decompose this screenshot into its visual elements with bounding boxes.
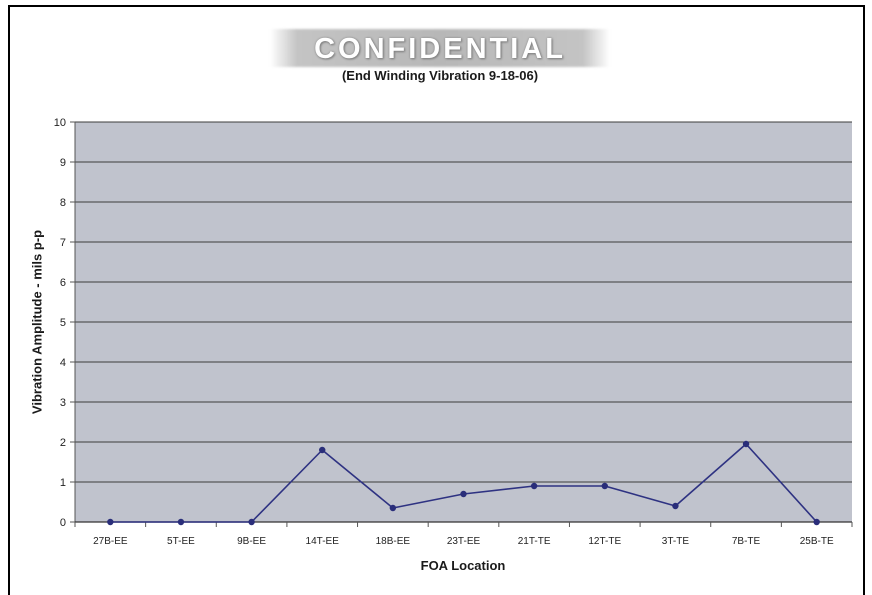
x-axis-ticks: 27B-EE 5T-EE 9B-EE 14T-EE 18B-EE 23T-EE 21T-TE…	[74, 522, 853, 547]
x-tick-label: 27B-EE	[93, 536, 128, 547]
data-point	[601, 482, 608, 490]
x-axis-label: FOA Location	[420, 558, 506, 573]
data-point	[530, 482, 538, 490]
x-tick-label: 21T-TE	[518, 536, 551, 547]
chart-subtitle: (End Winding Vibration 9-18-06)	[341, 68, 539, 83]
x-tick-label: 3T-TE	[662, 536, 690, 547]
gridlines	[75, 121, 852, 523]
y-tick-label: 6	[60, 277, 66, 289]
x-tick-label: 25B-TE	[800, 536, 834, 547]
data-point	[460, 490, 467, 498]
data-point	[248, 518, 255, 526]
y-tick-label: 2	[60, 437, 66, 449]
x-tick-label: 5T-EE	[167, 536, 195, 547]
confidential-stamp: CONFIDENTIAL	[314, 33, 566, 65]
y-tick-label: 4	[60, 357, 66, 369]
data-point	[107, 518, 114, 526]
x-tick-label: 12T-TE	[588, 536, 621, 547]
y-tick-label: 10	[54, 117, 66, 129]
y-tick-label: 5	[60, 317, 66, 329]
data-point	[672, 502, 679, 510]
y-tick-label: 0	[60, 517, 66, 529]
data-point	[742, 440, 750, 448]
y-tick-label: 3	[60, 397, 66, 409]
x-tick-label: 23T-EE	[447, 536, 481, 547]
data-point	[389, 504, 397, 512]
data-point	[813, 518, 820, 526]
x-tick-label: 14T-EE	[306, 536, 340, 547]
y-axis-label: Vibration Amplitude - mils p-p	[29, 229, 45, 415]
y-tick-label: 8	[60, 197, 66, 209]
y-tick-label: 7	[60, 237, 66, 249]
x-tick-label: 7B-TE	[732, 536, 761, 547]
y-tick-label: 1	[60, 477, 66, 489]
y-tick-label: 9	[60, 157, 66, 169]
series-layer	[107, 440, 820, 526]
x-tick-label: 18B-EE	[376, 536, 411, 547]
confidential-stamp-background	[270, 29, 610, 67]
data-point	[177, 518, 185, 526]
data-point	[319, 446, 326, 454]
x-tick-label: 9B-EE	[237, 536, 266, 547]
